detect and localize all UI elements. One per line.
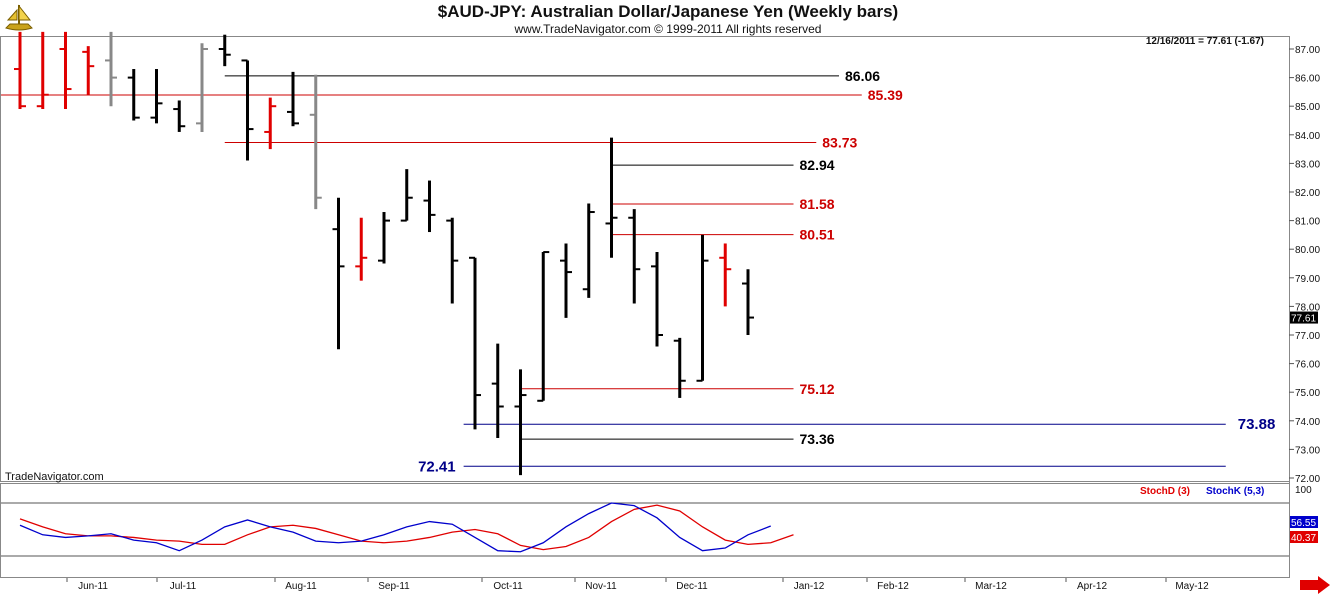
- ohlc-bar: [628, 209, 641, 304]
- level-label: 86.06: [845, 68, 880, 84]
- x-tick-label: Sep-11: [378, 581, 410, 592]
- ohlc-bar: [469, 256, 481, 430]
- price-panel-frame: [0, 36, 1290, 482]
- y-tick-label: 78.00: [1295, 302, 1320, 313]
- chart-subtitle: www.TradeNavigator.com © 1999-2011 All r…: [514, 22, 822, 36]
- ohlc-bar: [218, 34, 231, 67]
- x-tick-label: Feb-12: [877, 581, 909, 592]
- ohlc-bar: [446, 217, 459, 304]
- ohlc-bar: [264, 97, 277, 150]
- ohlc-bar: [673, 337, 686, 398]
- ohlc-bar: [36, 31, 49, 110]
- level-label: 72.41: [418, 458, 456, 475]
- last-quote: 12/16/2011 = 77.61 (-1.67): [1145, 36, 1264, 47]
- date-axis-ticks: Jun-11 Jul-11 Aug-11 Sep-11 Oct-11 Nov-11 Dec-…: [66, 578, 1209, 592]
- ohlc-bar: [127, 69, 140, 121]
- x-tick-label: Aug-11: [285, 581, 317, 592]
- ohlc-bar: [287, 71, 299, 127]
- chart-title: $AUD-JPY: Australian Dollar/Japanese Yen…: [437, 2, 899, 21]
- ohlc-bar: [173, 100, 186, 132]
- value-badge: 56.55: [1290, 516, 1318, 529]
- value-badges: 77.61 56.55 40.37: [1290, 311, 1318, 544]
- ohlc-bar: [560, 243, 572, 318]
- ohlc-bar: [14, 31, 26, 110]
- ohlc-bar: [423, 180, 436, 233]
- y-tick-label: 86.00: [1295, 74, 1320, 85]
- ohlc-bar: [196, 43, 208, 132]
- legend-stoch-k: StochK (5,3): [1206, 486, 1265, 497]
- y-tick-label: 75.00: [1295, 388, 1320, 399]
- y-tick-label: 84.00: [1295, 131, 1320, 142]
- ohlc-bar: [82, 46, 95, 95]
- x-tick-label: Nov-11: [585, 581, 617, 592]
- ohlc-bar: [651, 252, 663, 347]
- ohlc-bar: [582, 203, 595, 298]
- y-tick-label: 83.00: [1295, 159, 1320, 170]
- x-tick-label: Jul-11: [170, 581, 197, 592]
- y-tick-label: 74.00: [1295, 417, 1320, 428]
- ohlc-bar: [491, 343, 504, 438]
- y-tick-label: 85.00: [1295, 102, 1320, 113]
- ohlc-bar: [378, 212, 390, 264]
- x-tick-label: Mar-12: [975, 581, 1007, 592]
- y-tick-label: 77.00: [1295, 331, 1320, 342]
- ohlc-bar: [400, 169, 413, 222]
- price-axis-ticks: 72.00 73.00 74.00 75.00 76.00 77.00 78.00 79.00…: [1289, 45, 1320, 485]
- level-label: 80.51: [800, 227, 835, 243]
- y-tick-label: 87.00: [1295, 45, 1320, 56]
- x-tick-label: Dec-11: [676, 581, 708, 592]
- stoch-series-line: [19, 504, 794, 551]
- y-tick-label: 72.00: [1295, 474, 1320, 485]
- ohlc-bar: [332, 197, 345, 350]
- ohlc-bar: [241, 59, 254, 161]
- level-label: 85.39: [868, 87, 903, 103]
- y-tick-label: 80.00: [1295, 245, 1320, 256]
- ohlc-bars: [14, 31, 754, 476]
- stoch-series-line: [19, 502, 771, 553]
- ohlc-bar: [742, 269, 754, 335]
- ohlc-bar: [309, 74, 322, 210]
- ohlc-bar: [514, 369, 527, 476]
- ohlc-bar: [719, 243, 732, 307]
- x-tick-label: May-12: [1175, 581, 1209, 592]
- x-tick-label: Jun-11: [78, 581, 108, 592]
- y-tick-label: 81.00: [1295, 217, 1320, 228]
- ohlc-bar: [355, 217, 368, 281]
- oscillator-panel-frame: [0, 483, 1290, 578]
- y-tick-label: 82.00: [1295, 188, 1320, 199]
- level-label: 82.94: [800, 157, 835, 173]
- level-label: 73.88: [1238, 416, 1276, 433]
- level-label: 73.36: [800, 431, 835, 447]
- ohlc-bar: [537, 251, 550, 402]
- x-tick-label: Oct-11: [493, 581, 523, 592]
- legend-stoch-d: StochD (3): [1140, 486, 1190, 497]
- x-tick-label: Jan-12: [794, 581, 825, 592]
- value-badge: 77.61: [1290, 311, 1318, 325]
- scroll-right-arrow-icon[interactable]: [1300, 576, 1330, 594]
- ohlc-bar: [696, 234, 709, 382]
- ohlc-bar: [150, 69, 163, 124]
- ohlc-bar: [59, 31, 72, 110]
- watermark-text: TradeNavigator.com: [5, 471, 104, 483]
- level-label: 81.58: [800, 196, 835, 212]
- stochastic-lines: [19, 502, 794, 553]
- y-tick-label: 76.00: [1295, 360, 1320, 371]
- value-badge: 40.37: [1290, 531, 1318, 544]
- y-tick-label: 73.00: [1295, 445, 1320, 456]
- level-lines: 86.06 85.39 83.73 82.94 81.58 80.51 75.12 73.88…: [1, 68, 1275, 475]
- trade-navigator-logo-icon: [5, 4, 33, 31]
- y-tick-label: 79.00: [1295, 274, 1320, 285]
- svg-text:40.37: 40.37: [1291, 533, 1316, 544]
- level-label: 83.73: [822, 135, 857, 151]
- svg-text:56.55: 56.55: [1291, 518, 1316, 529]
- osc-tick-label: 100: [1295, 485, 1312, 496]
- ohlc-bar: [605, 137, 618, 258]
- ohlc-bar: [105, 31, 117, 107]
- svg-text:77.61: 77.61: [1291, 314, 1316, 325]
- oscillator-guides: 100: [1, 485, 1312, 557]
- level-label: 75.12: [800, 381, 835, 397]
- x-tick-label: Apr-12: [1077, 581, 1107, 592]
